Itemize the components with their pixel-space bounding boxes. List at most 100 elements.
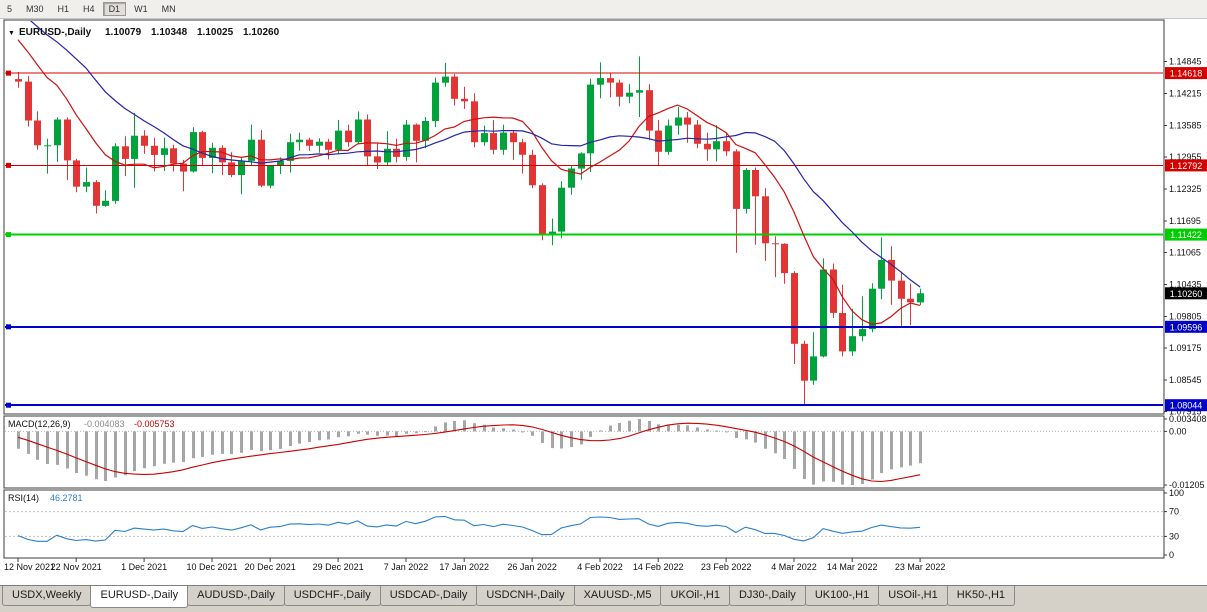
horizontal-line-1.11422[interactable] <box>5 232 1163 238</box>
macd-histogram-bar <box>609 425 612 432</box>
rsi-panel-frame <box>3 489 1165 559</box>
rsi-value: 46.2781 <box>50 493 83 503</box>
chart-symbol-label: EURUSD-,Daily <box>19 27 92 38</box>
price-badge-1.10260: 1.10260 <box>1165 287 1207 300</box>
macd-histogram-bar <box>512 429 515 432</box>
macd-histogram-bar <box>725 431 728 433</box>
macd-histogram-bar <box>463 420 466 432</box>
horizontal-line-1.09596[interactable] <box>5 324 1163 330</box>
macd-histogram-bar <box>822 431 825 482</box>
macd-histogram-bar <box>230 431 233 455</box>
macd-histogram-bar <box>298 431 301 444</box>
macd-histogram-bar <box>85 431 88 476</box>
chart-tab-xauusd-m5[interactable]: XAUUSD-,M5 <box>573 586 662 606</box>
rsi-pane <box>5 511 1163 542</box>
macd-histogram-bar <box>114 431 117 478</box>
macd-histogram-bar <box>386 431 389 436</box>
horizontal-line-1.14618[interactable] <box>5 70 1163 76</box>
line-handle[interactable] <box>6 232 11 238</box>
macd-histogram-bar <box>812 431 815 485</box>
svg-text:30: 30 <box>1169 531 1179 541</box>
macd-histogram-bar <box>541 431 544 443</box>
macd-histogram-bar <box>560 431 563 449</box>
macd-histogram-bar <box>289 431 292 447</box>
macd-histogram-bar <box>240 431 243 453</box>
horizontal-line-1.08044[interactable] <box>5 402 1163 408</box>
macd-panel-frame <box>3 415 1165 489</box>
macd-histogram-bar <box>851 431 854 485</box>
horizontal-line-1.12792[interactable] <box>5 162 1163 168</box>
macd-histogram-bar <box>570 431 573 448</box>
svg-text:0.00: 0.00 <box>1169 426 1187 436</box>
svg-text:1 Dec 2021: 1 Dec 2021 <box>121 562 167 572</box>
svg-text:1.09596: 1.09596 <box>1170 322 1203 332</box>
macd-histogram-bar <box>27 431 30 454</box>
svg-text:MACD(12,26,9): MACD(12,26,9) <box>8 419 71 429</box>
macd-histogram-bar <box>308 431 311 442</box>
line-handle[interactable] <box>6 70 11 76</box>
macd-histogram-bar <box>502 428 505 432</box>
macd-histogram-bar <box>327 431 330 440</box>
macd-histogram-bar <box>337 431 340 438</box>
chart-tab-usdchf-daily[interactable]: USDCHF-,Daily <box>283 586 381 606</box>
svg-text:14 Feb 2022: 14 Feb 2022 <box>633 562 684 572</box>
macd-histogram-bar <box>357 431 360 434</box>
price-badge-1.11422: 1.11422 <box>1165 228 1207 241</box>
svg-text:23 Mar 2022: 23 Mar 2022 <box>895 562 946 572</box>
chart-tab-usdcnh-daily[interactable]: USDCNH-,Daily <box>476 586 575 606</box>
macd-histogram-bar <box>793 431 796 469</box>
chart-tab-dj30-daily[interactable]: DJ30-,Daily <box>728 586 806 606</box>
macd-histogram-bar <box>599 430 602 432</box>
chart-tab-usoil-h1[interactable]: USOil-,H1 <box>878 586 948 606</box>
ohlc-close: 1.10260 <box>243 27 280 38</box>
macd-pane <box>5 419 1163 485</box>
timeframe-button-5[interactable]: 5 <box>7 4 13 14</box>
macd-histogram-bar <box>890 431 893 470</box>
line-handle[interactable] <box>6 162 11 168</box>
macd-histogram-bar <box>880 431 883 474</box>
chart-tabs: USDX,Weekly EURUSD-,Daily AUDUSD-,Daily USD… <box>0 585 1207 612</box>
timeframe-button-mn[interactable]: MN <box>161 4 176 14</box>
macd-histogram-bar <box>783 431 786 459</box>
svg-text:1.10260: 1.10260 <box>1170 289 1203 299</box>
svg-text:1.07915: 1.07915 <box>1169 407 1202 417</box>
line-handle[interactable] <box>6 324 11 330</box>
macd-histogram-bar <box>95 431 98 480</box>
svg-text:1.12792: 1.12792 <box>1170 161 1203 171</box>
timeframe-button-d1[interactable]: D1 <box>102 2 127 16</box>
macd-histogram-bar <box>66 431 69 469</box>
macd-histogram-bar <box>492 427 495 432</box>
macd-histogram-bar <box>444 422 447 432</box>
price-pane[interactable] <box>5 19 1163 408</box>
macd-histogram-bar <box>250 431 253 450</box>
svg-text:10 Dec 2021: 10 Dec 2021 <box>186 562 237 572</box>
chart-tab-uk100-h1[interactable]: UK100-,H1 <box>804 586 880 606</box>
timeframe-toolbar: 5 M30 H1 H4 D1 W1 MN <box>0 0 1207 19</box>
timeframe-button-h1[interactable]: H1 <box>57 4 70 14</box>
chart-canvas[interactable]: 1.14845 1.14215 1.13585 1.12955 1.12325 1.116… <box>0 19 1207 585</box>
svg-text:1.11695: 1.11695 <box>1169 216 1201 226</box>
macd-histogram-bar <box>124 431 127 476</box>
chart-tab-eurusd-daily[interactable]: EURUSD-,Daily <box>90 586 189 608</box>
chart-tab-usdcad-daily[interactable]: USDCAD-,Daily <box>379 586 478 606</box>
chart-title: ▼ EURUSD-,Daily 1.10079 1.10348 1.10025 1.102… <box>8 27 280 38</box>
chart-tab-ukoil-h1[interactable]: UKOil-,H1 <box>660 586 730 606</box>
svg-text:14 Mar 2022: 14 Mar 2022 <box>827 562 878 572</box>
ohlc-open: 1.10079 <box>105 27 142 38</box>
chart-tab-audusd-daily[interactable]: AUDUSD-,Daily <box>187 586 285 606</box>
svg-text:-0.01205: -0.01205 <box>1169 480 1205 490</box>
macd-histogram-bar <box>677 424 680 432</box>
svg-text:12 Nov 2021: 12 Nov 2021 <box>4 562 55 572</box>
timeframe-button-h4[interactable]: H4 <box>83 4 95 14</box>
chart-tab-hk50-h1[interactable]: HK50-,H1 <box>946 586 1016 606</box>
svg-text:26 Jan 2022: 26 Jan 2022 <box>507 562 557 572</box>
macd-histogram-bar <box>415 431 418 434</box>
timeframe-button-m30[interactable]: M30 <box>26 4 44 14</box>
chart-tab-usdx-weekly[interactable]: USDX,Weekly <box>2 586 92 606</box>
macd-histogram-bar <box>260 431 263 452</box>
macd-histogram-bar <box>696 427 699 432</box>
svg-text:29 Dec 2021: 29 Dec 2021 <box>313 562 364 572</box>
timeframe-button-w1[interactable]: W1 <box>134 4 148 14</box>
line-handle[interactable] <box>6 402 11 408</box>
svg-text:1.09175: 1.09175 <box>1169 343 1202 353</box>
